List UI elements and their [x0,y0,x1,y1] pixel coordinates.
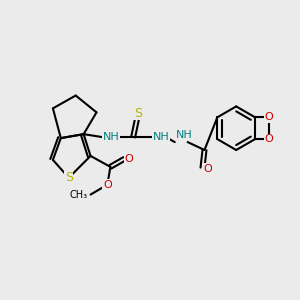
Text: O: O [125,154,134,164]
Text: O: O [265,134,273,144]
Text: NH: NH [152,132,169,142]
Text: O: O [103,180,112,190]
Text: O: O [203,164,212,174]
Text: O: O [265,112,273,122]
Text: NH: NH [176,130,193,140]
Text: S: S [134,107,142,120]
Text: NH: NH [103,132,120,142]
Text: CH₃: CH₃ [70,190,88,200]
Text: S: S [65,171,73,184]
